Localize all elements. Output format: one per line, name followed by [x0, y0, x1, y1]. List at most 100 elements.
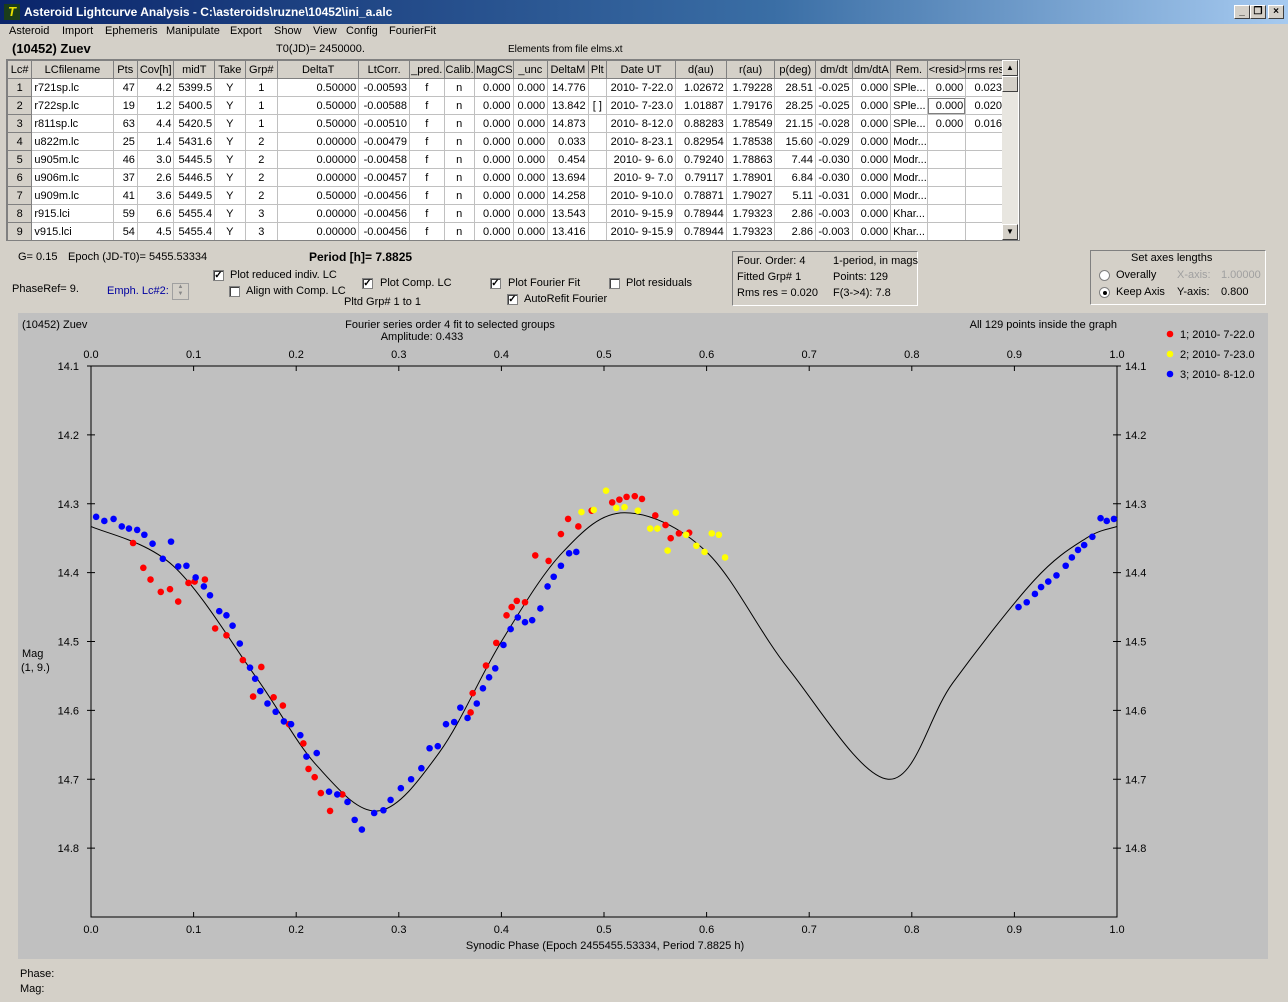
table-cell[interactable]: Y	[214, 150, 246, 169]
table-cell[interactable]: 0.00000	[277, 222, 360, 240]
column-header[interactable]: Lc#	[7, 60, 33, 79]
column-header[interactable]: Take	[214, 60, 246, 79]
table-cell[interactable]: 1.01887	[674, 96, 727, 115]
table-cell[interactable]: 1.79323	[725, 204, 776, 223]
overally-radio[interactable]	[1099, 270, 1110, 281]
column-header[interactable]: Calib.	[443, 60, 475, 79]
table-cell[interactable]: f	[409, 78, 445, 97]
table-cell[interactable]	[587, 132, 607, 151]
table-cell[interactable]: r722sp.lc	[31, 96, 114, 115]
table-cell[interactable]: 0.000	[851, 150, 892, 169]
table-cell[interactable]	[926, 132, 967, 151]
app-icon[interactable]: T	[4, 4, 20, 20]
table-row[interactable]: 3 r811sp.lc 63 4.4 5420.5 Y 1 0.50000 -0.00510 f n…	[7, 114, 1005, 133]
column-header[interactable]: Plt	[587, 60, 607, 79]
table-cell[interactable]: 0.000	[512, 132, 549, 151]
table-cell[interactable]: 0.000	[512, 150, 549, 169]
table-cell[interactable]: n	[443, 150, 475, 169]
table-cell[interactable]: 0.78944	[674, 222, 727, 240]
table-cell[interactable]: 5420.5	[173, 114, 216, 133]
table-cell[interactable]: n	[443, 204, 475, 223]
table-cell[interactable]: Y	[214, 114, 246, 133]
table-cell[interactable]: 0.50000	[277, 114, 360, 133]
table-cell[interactable]	[965, 168, 1005, 187]
table-cell[interactable]: 3.0	[136, 150, 175, 169]
table-cell[interactable]: n	[443, 168, 475, 187]
table-cell[interactable]: Modr...	[890, 132, 928, 151]
close-button[interactable]: ×	[1268, 5, 1284, 19]
table-cell[interactable]: 13.543	[547, 204, 589, 223]
column-header[interactable]: DeltaM	[547, 60, 589, 79]
table-row[interactable]: 2 r722sp.lc 19 1.2 5400.5 Y 1 0.50000 -0.00588 f n…	[7, 96, 1005, 115]
table-cell[interactable]: 1	[244, 114, 279, 133]
table-cell[interactable]: f	[409, 222, 445, 240]
table-cell[interactable]: 21.15	[774, 114, 817, 133]
table-cell[interactable]: n	[443, 114, 475, 133]
table-cell[interactable]: f	[409, 132, 445, 151]
table-cell[interactable]: 13.694	[547, 168, 589, 187]
table-cell[interactable]: -0.031	[815, 186, 853, 205]
table-cell[interactable]: 0.000	[512, 96, 549, 115]
column-header[interactable]: midT	[173, 60, 216, 79]
column-header[interactable]: r(au)	[725, 60, 776, 79]
table-cell[interactable]: f	[409, 150, 445, 169]
table-cell[interactable]: 2010- 9- 6.0	[605, 150, 676, 169]
lightcurve-table[interactable]: Lc# LCfilename Pts Cov[h] midT Take Grp# DeltaT…	[6, 59, 1020, 241]
table-cell[interactable]: 0.000	[926, 114, 967, 133]
table-cell[interactable]: 0.000	[851, 132, 892, 151]
table-cell[interactable]: u905m.lc	[31, 150, 114, 169]
table-cell[interactable]: 1.78538	[725, 132, 776, 151]
table-cell[interactable]: 5455.4	[173, 222, 216, 240]
table-cell[interactable]: Khar...	[890, 204, 928, 223]
column-header[interactable]: Date UT	[605, 60, 676, 79]
table-cell[interactable]: 2.86	[774, 222, 817, 240]
table-cell[interactable]: 1.4	[136, 132, 175, 151]
table-cell[interactable]: 1	[244, 78, 279, 97]
plot-fourier-checkbox[interactable]: ✓	[490, 278, 501, 289]
table-cell[interactable]: 1.79027	[725, 186, 776, 205]
table-cell[interactable]	[587, 114, 607, 133]
table-cell[interactable]: 1.79323	[725, 222, 776, 240]
table-cell[interactable]: 0.000	[851, 222, 892, 240]
column-header[interactable]: LtCorr.	[358, 60, 410, 79]
column-header[interactable]: Pts	[112, 60, 138, 79]
table-cell[interactable]: -0.00456	[358, 186, 410, 205]
table-cell[interactable]: 7	[7, 186, 33, 205]
menu-view[interactable]: View	[313, 25, 337, 37]
table-cell[interactable]: SPle...	[890, 114, 928, 133]
table-cell[interactable]: 0.50000	[277, 96, 360, 115]
table-cell[interactable]: 28.25	[774, 96, 817, 115]
table-cell[interactable]: Khar...	[890, 222, 928, 240]
table-cell[interactable]	[965, 204, 1005, 223]
column-header[interactable]: p(deg)	[774, 60, 817, 79]
autorefit-checkbox[interactable]: ✓	[507, 294, 518, 305]
table-scrollbar[interactable]: ▲ ▼	[1002, 60, 1018, 240]
column-header[interactable]: LCfilename	[31, 60, 114, 79]
keep-axis-radio[interactable]	[1099, 287, 1110, 298]
table-cell[interactable]: 5455.4	[173, 204, 216, 223]
plot-residuals-checkbox[interactable]	[609, 278, 620, 289]
emph-lc-spinner[interactable]: ▲ ▼	[172, 283, 189, 300]
spin-down-icon[interactable]: ▼	[177, 291, 184, 297]
table-cell[interactable]: 0.000	[512, 222, 549, 240]
table-cell[interactable]: 0.50000	[277, 78, 360, 97]
menu-import[interactable]: Import	[62, 25, 94, 37]
table-cell[interactable]: 0.000	[512, 204, 549, 223]
scroll-down-icon[interactable]: ▼	[1002, 224, 1018, 240]
table-cell[interactable]: 14.873	[547, 114, 589, 133]
table-cell[interactable]	[965, 222, 1005, 240]
table-row[interactable]: 6 u906m.lc 37 2.6 5446.5 Y 2 0.00000 -0.00457 f n 0…	[7, 168, 1005, 187]
table-cell[interactable]	[587, 168, 607, 187]
table-cell[interactable]: -0.030	[815, 150, 853, 169]
table-cell[interactable]: Y	[214, 132, 246, 151]
table-cell[interactable]: 1.78901	[725, 168, 776, 187]
minimize-button[interactable]: _	[1234, 5, 1250, 19]
column-header[interactable]: _pred.	[409, 60, 445, 79]
table-cell[interactable]: 0.00000	[277, 132, 360, 151]
table-cell[interactable]: 2	[244, 150, 279, 169]
table-cell[interactable]: -0.00510	[358, 114, 410, 133]
table-cell[interactable]: 4	[7, 132, 33, 151]
table-cell[interactable]: r811sp.lc	[31, 114, 114, 133]
table-cell[interactable]: 9	[7, 222, 33, 240]
table-cell[interactable]: 0.000	[926, 78, 967, 97]
